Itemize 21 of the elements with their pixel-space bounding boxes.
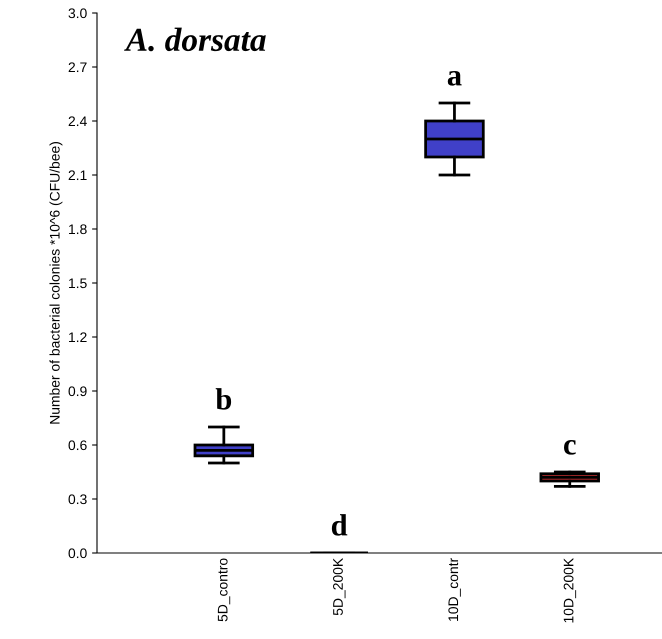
y-tick-label: 1.8 bbox=[69, 224, 87, 234]
y-tick-label: 3.0 bbox=[68, 8, 87, 18]
y-axis-title: Number of bacterial colonies *10^6 (CFU/bee) bbox=[49, 142, 62, 424]
y-tick-label: 0.3 bbox=[68, 494, 87, 504]
annotation: b bbox=[216, 388, 232, 410]
chart-title: A. dorsata bbox=[124, 28, 266, 52]
x-tick-label: 5D_200K bbox=[333, 558, 346, 616]
annotation: c bbox=[564, 440, 576, 455]
y-tick-label: 2.4 bbox=[68, 116, 87, 126]
y-tick-label: 2.1 bbox=[68, 170, 87, 180]
x-tick-label: 10D_200K bbox=[564, 558, 576, 622]
x-tick-label: 10D_contr bbox=[448, 558, 461, 621]
y-tick-label: 1.5 bbox=[69, 278, 87, 288]
x-tick-label: 5D_contro bbox=[218, 558, 230, 622]
y-tick-label: 0.6 bbox=[68, 440, 87, 450]
y-tick-label: 1.2 bbox=[69, 332, 87, 342]
annotation: d bbox=[332, 514, 348, 536]
y-tick-label: 2.7 bbox=[68, 62, 87, 72]
y-tick-label: 0.9 bbox=[68, 386, 87, 396]
annotation: a bbox=[448, 71, 462, 86]
y-tick-label: 0.0 bbox=[68, 548, 87, 558]
